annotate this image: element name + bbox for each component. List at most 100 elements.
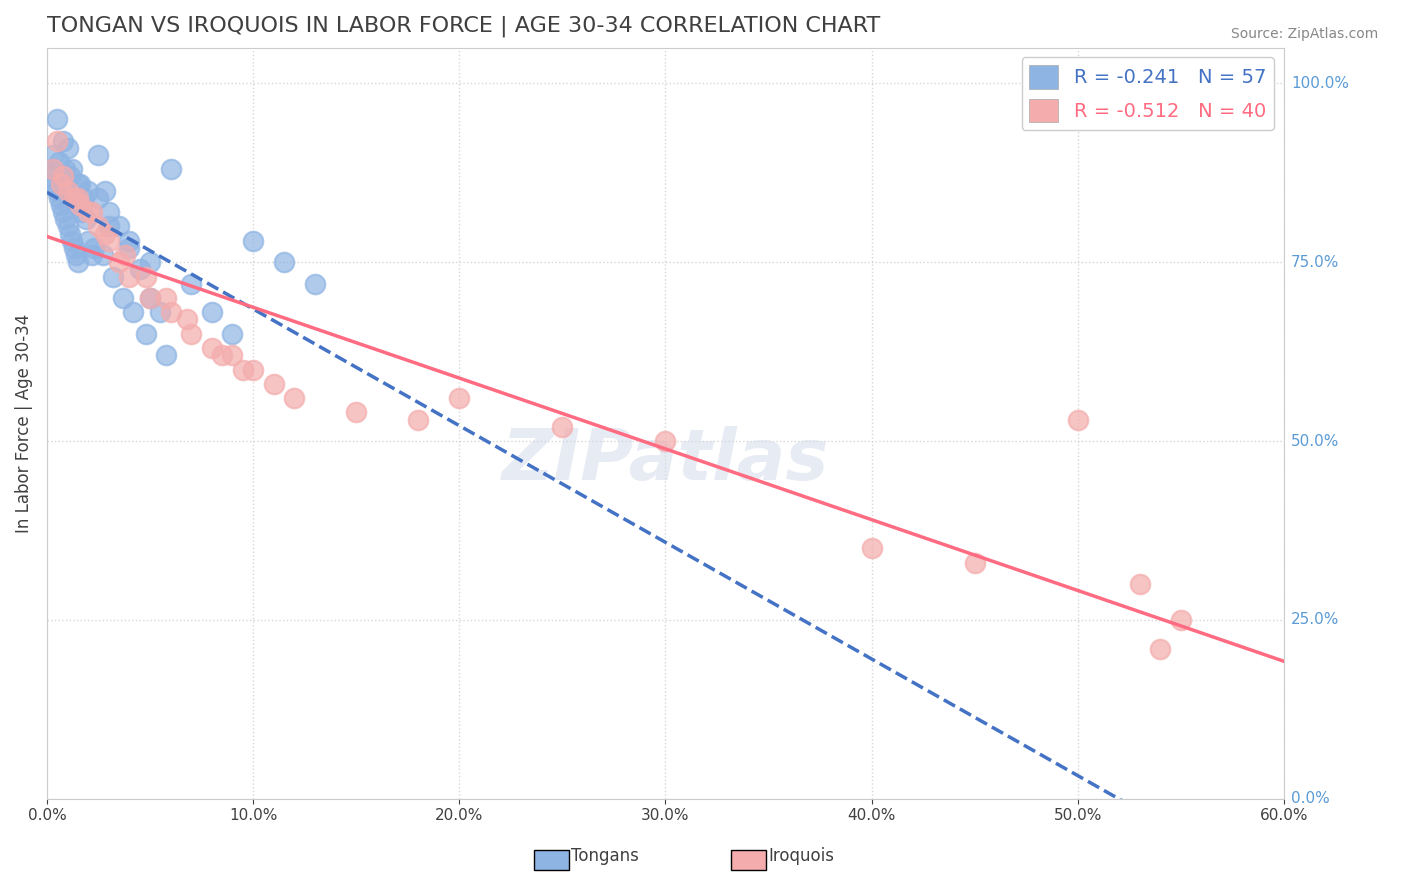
Point (242, 234, 264, 248)
Point (112, 291, 135, 305)
Legend: R = -0.241   N = 57, R = -0.512   N = 40: R = -0.241 N = 57, R = -0.512 N = 40 (1022, 57, 1274, 130)
Text: Source: ZipAtlas.com: Source: ZipAtlas.com (1230, 27, 1378, 41)
Point (1149, 641, 1171, 656)
Point (87, 191, 110, 205)
Point (70, 205, 93, 219)
Point (87, 219, 110, 234)
Point (242, 362, 264, 376)
Point (65, 248, 87, 262)
Point (87, 148, 110, 162)
Point (62, 191, 84, 205)
Point (39, 169, 62, 184)
Point (263, 376, 285, 391)
Point (44, 177, 66, 191)
Point (101, 269, 124, 284)
Point (139, 291, 162, 305)
Text: 25.0%: 25.0% (1291, 613, 1339, 627)
Point (221, 326, 243, 341)
Point (52, 205, 75, 219)
Point (77, 184, 100, 198)
Point (77, 205, 100, 219)
Point (69, 177, 91, 191)
Point (46, 134, 69, 148)
Point (860, 541, 883, 556)
Point (60, 162, 83, 177)
Point (1067, 412, 1090, 426)
Point (118, 241, 141, 255)
Point (51, 177, 73, 191)
Point (159, 162, 181, 177)
Point (551, 419, 574, 434)
Point (406, 412, 429, 426)
Point (149, 305, 172, 319)
Point (180, 326, 202, 341)
Point (48, 155, 70, 169)
Point (135, 326, 157, 341)
Point (344, 405, 367, 419)
Point (1128, 577, 1150, 591)
Point (42, 162, 65, 177)
Point (108, 255, 131, 269)
Point (52, 169, 75, 184)
Point (221, 348, 243, 362)
Point (449, 391, 471, 405)
Point (654, 434, 676, 449)
Point (58, 169, 80, 184)
Point (82, 205, 104, 219)
Point (155, 291, 177, 305)
Point (42, 162, 65, 177)
Point (56, 184, 79, 198)
Text: 0.0%: 0.0% (1291, 791, 1330, 806)
Point (66, 191, 89, 205)
Point (75, 212, 97, 227)
Point (139, 255, 162, 269)
Text: 75.0%: 75.0% (1291, 255, 1339, 269)
Point (139, 291, 162, 305)
Point (273, 255, 295, 269)
Point (46, 112, 69, 127)
Point (66, 255, 89, 269)
Point (83, 241, 105, 255)
Point (1170, 613, 1192, 627)
Point (283, 391, 305, 405)
Point (93, 184, 115, 198)
Point (232, 362, 254, 376)
Point (51, 198, 73, 212)
Point (128, 262, 150, 277)
Text: TONGAN VS IROQUOIS IN LABOR FORCE | AGE 30-34 CORRELATION CHART: TONGAN VS IROQUOIS IN LABOR FORCE | AGE … (46, 15, 880, 37)
Point (62, 241, 84, 255)
Point (304, 277, 326, 291)
Point (97, 219, 120, 234)
Point (155, 348, 177, 362)
Text: 100.0%: 100.0% (1291, 76, 1348, 91)
Point (56, 219, 79, 234)
Point (82, 248, 104, 262)
Text: ZIPatlas: ZIPatlas (502, 426, 830, 495)
Point (135, 269, 157, 284)
Text: 50.0%: 50.0% (1291, 434, 1339, 449)
Point (66, 177, 89, 191)
Point (56, 141, 79, 155)
Point (118, 234, 141, 248)
Point (55, 212, 77, 227)
Point (52, 134, 75, 148)
Point (180, 277, 202, 291)
Point (48, 191, 70, 205)
Point (108, 219, 131, 234)
Point (91, 248, 114, 262)
Text: Tongans: Tongans (571, 847, 638, 865)
Point (176, 312, 198, 326)
Point (201, 341, 224, 355)
Point (69, 198, 91, 212)
Point (55, 162, 77, 177)
Point (159, 305, 181, 319)
Point (122, 305, 145, 319)
Point (97, 234, 120, 248)
Point (77, 234, 100, 248)
Point (963, 556, 986, 570)
Point (211, 348, 233, 362)
Point (201, 305, 224, 319)
Point (114, 248, 136, 262)
Point (42, 148, 65, 162)
Point (93, 227, 115, 241)
